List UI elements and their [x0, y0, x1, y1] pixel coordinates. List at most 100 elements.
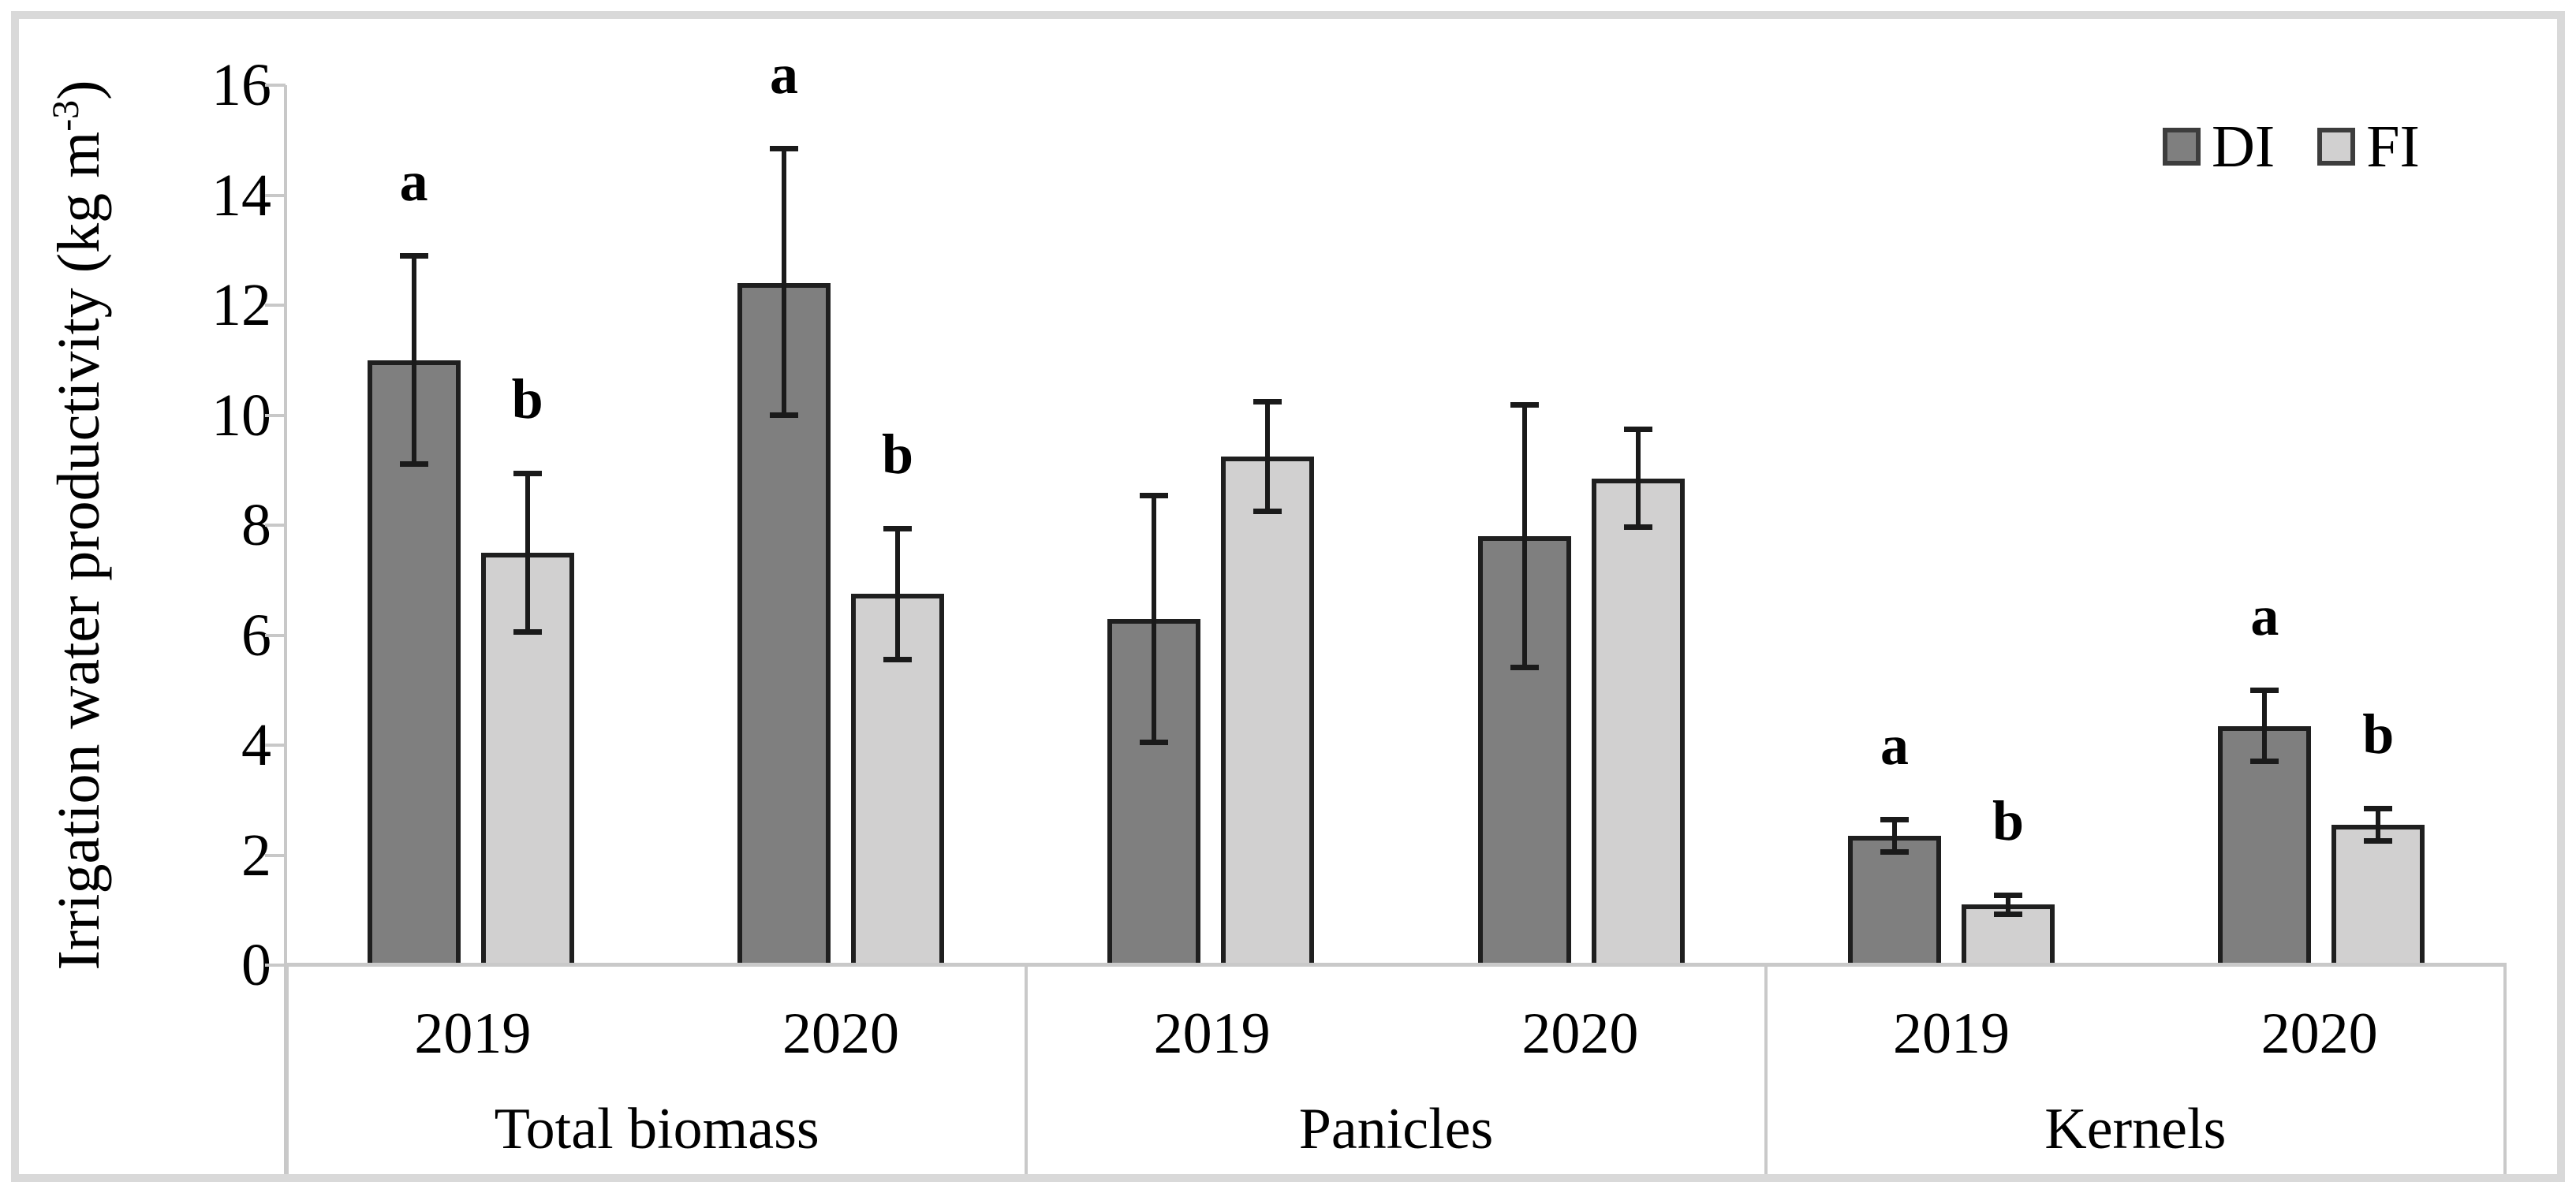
- bar-slot-fi-panicles-2019: [1221, 399, 1315, 965]
- year-label-kernels-2019: 2019: [1892, 1001, 2010, 1066]
- bar-group-panicles: [1026, 85, 1767, 965]
- bar-slot-di-panicles-2020: [1477, 401, 1571, 965]
- error-cap-top-fi-kernels-2019: [1994, 892, 2022, 898]
- category-cell-panicles: 2019 2020 Panicles: [1025, 965, 1764, 1174]
- significance-letter-fi-total-biomass-2019: b: [511, 367, 543, 431]
- y-axis-title-superscript: -3: [44, 99, 87, 132]
- y-tick-label-0: 0: [241, 932, 271, 998]
- category-axis-table: 2019 2020 Total biomass 2019 2020 Panicles 201…: [286, 965, 2507, 1174]
- bar-fi-kernels-2020: [2331, 825, 2425, 965]
- error-cap-top-di-total-biomass-2019: [399, 253, 428, 259]
- x-axis-line: [286, 963, 2507, 967]
- category-cell-total-biomass: 2019 2020 Total biomass: [286, 965, 1025, 1174]
- legend-swatch-fi: [2317, 128, 2356, 166]
- error-bar-fi-kernels-2020: [2376, 808, 2381, 842]
- error-cap-top-fi-panicles-2020: [1623, 426, 1652, 432]
- error-bar-di-panicles-2019: [1152, 494, 1157, 743]
- cluster-panicles-2019: [1107, 399, 1315, 965]
- y-tick-label-14: 14: [211, 162, 271, 229]
- error-bar-fi-total-biomass-2019: [525, 472, 530, 633]
- error-cap-top-di-panicles-2019: [1140, 492, 1169, 498]
- bar-slot-fi-total-biomass-2019: b: [480, 371, 574, 965]
- y-axis-title-close: ): [46, 80, 113, 100]
- error-cap-bottom-di-kernels-2020: [2250, 758, 2279, 764]
- y-tick-mark-0: [265, 964, 286, 967]
- error-bar-fi-kernels-2019: [2006, 894, 2010, 915]
- significance-letter-fi-kernels-2019: b: [1992, 788, 2025, 852]
- y-tick-mark-10: [265, 413, 286, 417]
- legend-item-fi: FI: [2317, 117, 2420, 177]
- error-cap-top-di-total-biomass-2020: [769, 146, 798, 152]
- legend: DI FI: [2163, 117, 2420, 177]
- y-tick-mark-14: [265, 193, 286, 197]
- bar-slot-fi-kernels-2020: b: [2331, 706, 2425, 965]
- error-bar-fi-total-biomass-2020: [894, 528, 900, 660]
- bar-slot-di-total-biomass-2020: a: [737, 46, 831, 965]
- error-bar-fi-panicles-2019: [1265, 401, 1271, 512]
- error-cap-top-fi-panicles-2019: [1253, 399, 1282, 405]
- legend-label-di: DI: [2212, 114, 2275, 180]
- year-row-total-biomass: 2019 2020: [289, 1003, 1025, 1064]
- error-bar-fi-panicles-2020: [1635, 428, 1641, 528]
- cluster-panicles-2020: [1477, 401, 1685, 965]
- bar-slot-fi-kernels-2019: b: [1962, 792, 2055, 965]
- error-cap-bottom-di-panicles-2020: [1510, 665, 1539, 671]
- error-bar-di-kernels-2019: [1892, 819, 1897, 853]
- bar-slot-di-total-biomass-2019: a: [367, 153, 461, 965]
- y-axis-title: Irrigation water productivity (kg m-3): [44, 80, 114, 971]
- error-cap-top-fi-kernels-2020: [2364, 806, 2393, 812]
- y-tick-mark-8: [265, 524, 286, 527]
- error-cap-bottom-fi-total-biomass-2020: [883, 656, 912, 662]
- group-label-panicles: Panicles: [1298, 1097, 1494, 1161]
- figure-border: [11, 11, 2565, 1182]
- error-cap-bottom-fi-panicles-2019: [1253, 508, 1282, 514]
- error-cap-bottom-di-total-biomass-2020: [769, 412, 798, 418]
- y-tick-label-12: 12: [211, 272, 271, 338]
- y-tick-label-8: 8: [241, 492, 271, 558]
- y-axis-title-text: Irrigation water productivity (kg m: [46, 131, 113, 971]
- legend-label-fi: FI: [2366, 114, 2420, 180]
- y-tick-label-4: 4: [241, 712, 271, 778]
- error-cap-bottom-fi-kernels-2020: [2364, 838, 2393, 844]
- error-cap-bottom-di-panicles-2019: [1140, 739, 1169, 745]
- error-cap-top-fi-total-biomass-2019: [513, 470, 542, 476]
- y-tick-mark-2: [265, 853, 286, 857]
- bar-slot-fi-panicles-2020: [1591, 426, 1685, 965]
- y-tick-label-16: 16: [211, 52, 271, 118]
- significance-letter-fi-kernels-2020: b: [2362, 703, 2395, 766]
- year-label-kernels-2020: 2020: [2261, 1001, 2378, 1066]
- y-tick-mark-6: [265, 633, 286, 637]
- year-label-total-biomass-2019: 2019: [414, 1001, 532, 1066]
- y-axis-line: [284, 85, 287, 1174]
- y-tick-mark-16: [265, 84, 286, 87]
- error-bar-di-kernels-2020: [2262, 690, 2268, 762]
- legend-item-di: DI: [2163, 117, 2275, 177]
- error-bar-di-total-biomass-2019: [411, 255, 416, 465]
- y-tick-label-2: 2: [241, 822, 271, 889]
- group-label-total-biomass: Total biomass: [494, 1097, 819, 1161]
- significance-letter-di-kernels-2019: a: [1880, 714, 1909, 777]
- error-cap-bottom-di-total-biomass-2019: [399, 461, 428, 468]
- error-bar-di-total-biomass-2020: [781, 148, 786, 416]
- error-bar-di-panicles-2020: [1521, 404, 1527, 669]
- y-tick-mark-12: [265, 304, 286, 307]
- year-row-kernels: 2019 2020: [1768, 1003, 2503, 1064]
- year-label-panicles-2019: 2019: [1153, 1001, 1271, 1066]
- error-cap-top-di-kernels-2020: [2250, 688, 2279, 694]
- year-label-total-biomass-2020: 2020: [782, 1001, 899, 1066]
- year-label-panicles-2020: 2020: [1521, 1001, 1639, 1066]
- error-cap-bottom-fi-kernels-2019: [1994, 911, 2022, 917]
- error-cap-bottom-di-kernels-2019: [1880, 849, 1909, 856]
- significance-letter-fi-total-biomass-2020: b: [881, 422, 914, 486]
- error-cap-top-di-panicles-2020: [1510, 401, 1539, 408]
- bar-di-panicles-2019: [1107, 618, 1201, 965]
- error-cap-bottom-fi-total-biomass-2019: [513, 629, 542, 635]
- significance-letter-di-total-biomass-2020: a: [769, 43, 798, 106]
